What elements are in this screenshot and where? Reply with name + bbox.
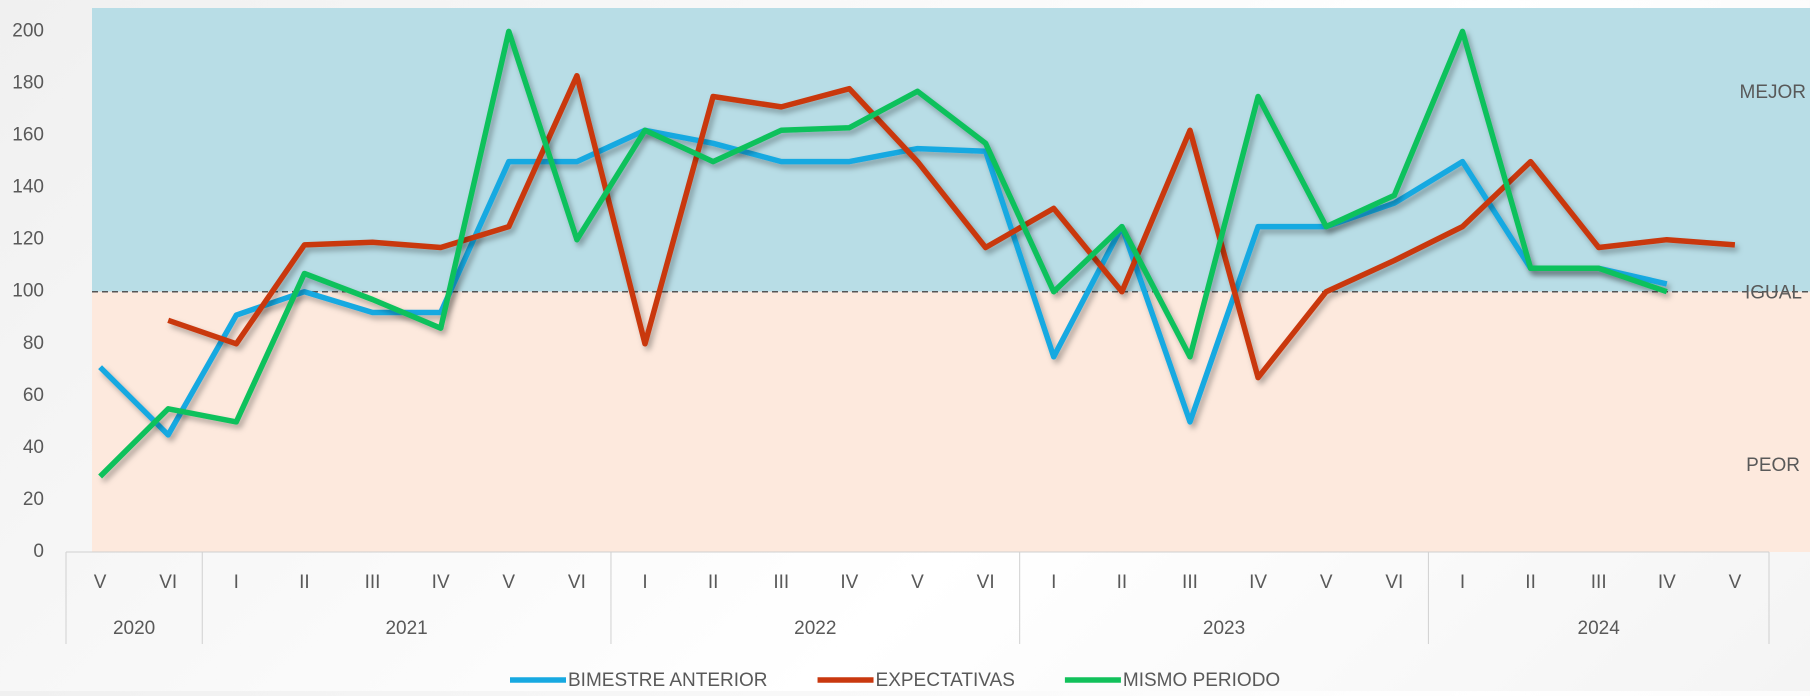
x-tick-label: I [1460,572,1465,593]
y-tick-label: 180 [12,72,44,93]
x-tick-label: IV [840,572,858,593]
x-tick-label: I [1051,572,1056,593]
zone-label: MEJOR [1740,82,1807,103]
series-line [98,127,1668,438]
legend-label: EXPECTATIVAS [876,670,1015,691]
x-tick-label: V [1320,572,1333,593]
group-label: 2021 [385,618,427,639]
y-tick-label: 140 [12,177,44,198]
y-tick-label: 120 [12,229,44,250]
y-tick-label: 0 [33,541,44,562]
x-tick-label: IV [432,572,450,593]
group-label: 2024 [1578,618,1621,639]
x-tick-label: III [1591,572,1607,593]
x-tick-label: III [365,572,381,593]
x-tick-label: I [642,572,647,593]
x-tick-label: V [94,572,107,593]
y-tick-label: 40 [23,437,44,458]
x-tick-label: IV [1658,572,1676,593]
y-tick-label: 200 [12,20,44,41]
x-tick-label: V [1729,572,1742,593]
x-tick-label: II [299,572,310,593]
x-tick-label: V [502,572,515,593]
x-tick-label: II [1117,572,1128,593]
y-tick-label: 20 [23,489,44,510]
x-tick-label: VI [977,572,995,593]
zones: MEJOR IGUAL PEOR [92,8,1810,552]
lines [98,28,1736,479]
x-tick-label: VI [159,572,177,593]
x-tick-label: II [1525,572,1536,593]
group-label: 2022 [794,618,836,639]
legend-label: MISMO PERIODO [1123,670,1280,691]
x-tick-label: VI [1385,572,1403,593]
x-tick-label: III [773,572,789,593]
x-tick-label: I [234,572,239,593]
y-tick-label: 80 [23,333,44,354]
x-tick-label: IV [1249,572,1267,593]
legend: BIMESTRE ANTERIOR EXPECTATIVAS MISMO PERIO… [510,670,1280,691]
legend-label: BIMESTRE ANTERIOR [568,670,768,691]
series-line [98,28,1668,479]
zone [92,291,1810,552]
x-tick-label: II [708,572,719,593]
y-tick-label: 160 [12,125,44,146]
x-tick-label: VI [568,572,586,593]
x-tick-label: V [911,572,924,593]
y-tick-label: 100 [12,281,44,302]
y-tick-label: 60 [23,385,44,406]
group-label: 2020 [113,618,155,639]
series-line [167,72,1736,381]
x-tick-label: III [1182,572,1198,593]
group-label: 2023 [1203,618,1245,639]
reference-label: IGUAL [1745,283,1802,304]
zone-label: PEOR [1746,455,1800,476]
